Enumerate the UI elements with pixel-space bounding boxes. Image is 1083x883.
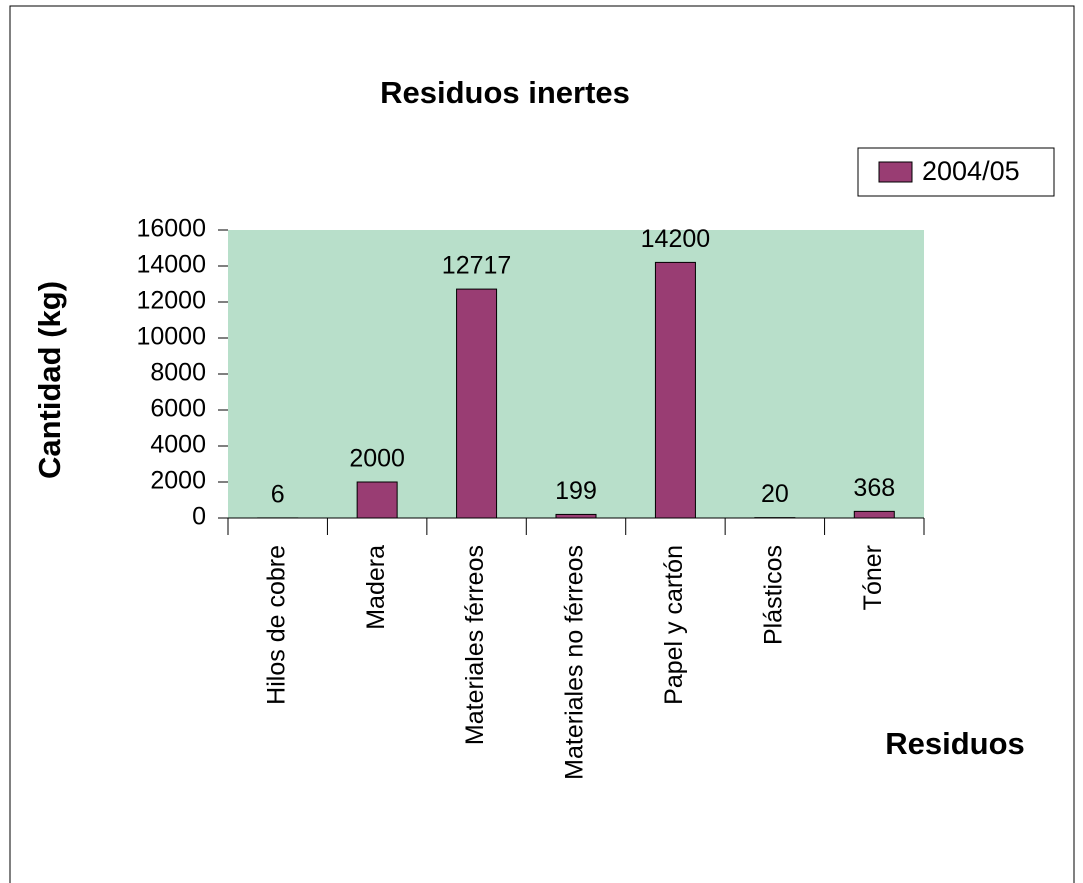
data-label: 368 — [853, 474, 895, 502]
x-tick-label: Materiales férreos — [461, 545, 489, 745]
data-label: 2000 — [349, 445, 405, 473]
y-tick-label: 10000 — [136, 323, 206, 351]
y-tick-label: 4000 — [150, 431, 206, 459]
legend-swatch — [878, 161, 913, 183]
x-tick-label: Papel y cartón — [660, 545, 688, 705]
bar — [555, 513, 597, 519]
y-tick-label: 8000 — [150, 359, 206, 387]
data-label: 14200 — [641, 225, 711, 253]
y-tick-label: 12000 — [136, 287, 206, 315]
chart-title: Residuos inertes — [380, 75, 630, 110]
y-axis-label: Cantidad (kg) — [32, 281, 67, 479]
data-label: 6 — [271, 481, 285, 509]
y-tick-label: 6000 — [150, 395, 206, 423]
bar — [456, 288, 498, 519]
x-tick-label: Materiales no férreos — [561, 545, 589, 780]
y-tick-label: 0 — [192, 503, 206, 531]
y-tick-label: 14000 — [136, 251, 206, 279]
x-tick-label: Madera — [362, 545, 390, 630]
plot-area — [228, 230, 924, 518]
x-axis-label: Residuos — [885, 726, 1025, 761]
y-tick-label: 16000 — [136, 215, 206, 243]
data-label: 199 — [555, 477, 597, 505]
bar — [356, 481, 398, 519]
data-label: 12717 — [442, 252, 512, 280]
legend-label: 2004/05 — [922, 156, 1020, 186]
data-label: 20 — [761, 480, 789, 508]
y-tick-label: 2000 — [150, 467, 206, 495]
x-tick-label: Hilos de cobre — [262, 545, 290, 705]
bar — [654, 261, 696, 519]
x-tick-label: Tóner — [859, 545, 887, 610]
x-tick-label: Plásticos — [759, 545, 787, 645]
bar — [853, 510, 895, 519]
